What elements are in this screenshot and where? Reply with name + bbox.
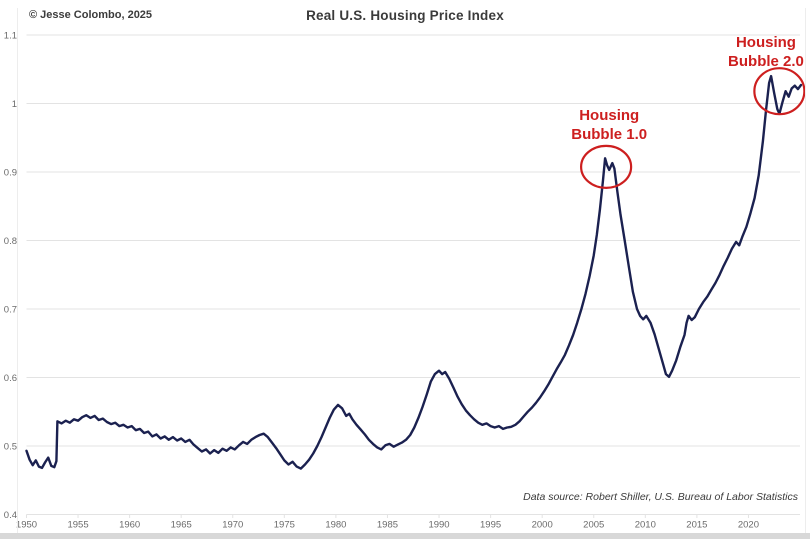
x-tick-label-1960: 1960 — [119, 520, 140, 531]
x-tick-label-2020: 2020 — [738, 520, 759, 531]
annotation-label-2-line-1: Housing — [736, 34, 796, 51]
x-tick-label-1995: 1995 — [480, 520, 501, 531]
chart-title: Real U.S. Housing Price Index — [306, 8, 504, 23]
y-tick-label-0.6: 0.6 — [4, 373, 17, 384]
annotation-label-1-line-2: Bubble 1.0 — [571, 126, 647, 143]
x-tick-label-2015: 2015 — [686, 520, 707, 531]
bottom-border-bar — [0, 533, 810, 539]
y-tick-label-0.5: 0.5 — [4, 442, 17, 453]
x-tick-label-1955: 1955 — [67, 520, 88, 531]
y-tick-label-1: 1 — [12, 99, 17, 110]
x-tick-label-1980: 1980 — [325, 520, 346, 531]
x-tick-label-1965: 1965 — [171, 520, 192, 531]
x-tick-label-2005: 2005 — [583, 520, 604, 531]
y-tick-label-0.4: 0.4 — [4, 510, 17, 521]
x-tick-label-1975: 1975 — [274, 520, 295, 531]
x-tick-label-1950: 1950 — [16, 520, 37, 531]
price-line — [25, 74, 803, 470]
x-tick-label-1985: 1985 — [377, 520, 398, 531]
annotation-label-2-line-2: Bubble 2.0 — [728, 53, 804, 70]
copyright-note: © Jesse Colombo, 2025 — [29, 9, 153, 21]
annotation-label-1-line-1: Housing — [579, 107, 639, 124]
data-source-note: Data source: Robert Shiller, U.S. Bureau… — [523, 491, 798, 503]
x-tick-label-1990: 1990 — [428, 520, 449, 531]
right-edge-divider — [805, 8, 806, 533]
x-tick-label-2000: 2000 — [532, 520, 553, 531]
left-edge-divider — [17, 8, 18, 533]
y-tick-label-0.7: 0.7 — [4, 305, 17, 316]
y-tick-label-0.9: 0.9 — [4, 168, 17, 179]
y-tick-label-1.1: 1.1 — [4, 31, 17, 42]
x-tick-label-1970: 1970 — [222, 520, 243, 531]
annotation-circle-2 — [753, 67, 806, 116]
y-tick-label-0.8: 0.8 — [4, 236, 17, 247]
annotation-circle-1 — [580, 144, 633, 189]
x-tick-label-2010: 2010 — [635, 520, 656, 531]
